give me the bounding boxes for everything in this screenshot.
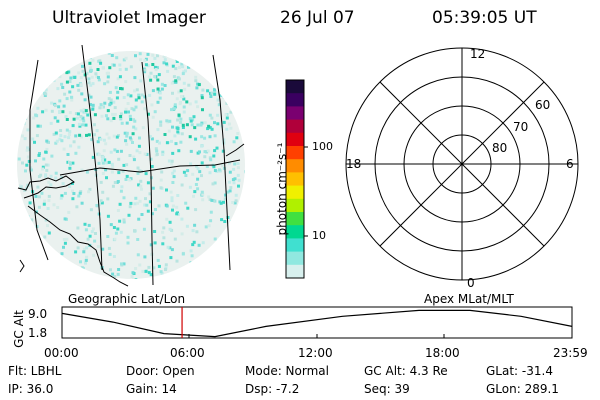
- timeline-xtick-0: 00:00: [44, 346, 79, 360]
- colorbar-segment: [286, 238, 304, 253]
- apex-caption: Apex MLat/MLT: [424, 292, 514, 306]
- timeline-xtick-6: 06:00: [170, 346, 205, 360]
- timeline-xtick-12: 12:00: [298, 346, 333, 360]
- colorbar-frame: [285, 79, 305, 279]
- colorbar-segment: [286, 185, 304, 200]
- meridian-line: [212, 54, 231, 271]
- info-ip: IP: 36.0: [8, 382, 54, 396]
- colorbar-segment: [286, 80, 304, 94]
- parallel-line: [59, 159, 241, 176]
- timeline-ytick-max: 9.0: [28, 307, 48, 321]
- info-mode: Mode: Normal: [245, 364, 329, 378]
- info-glon: GLon: 289.1: [486, 382, 559, 396]
- colorbar-segment: [286, 119, 304, 134]
- instrument-title: Ultraviolet Imager: [52, 8, 206, 28]
- geographic-grid: [29, 44, 241, 286]
- polar-lat-80: 80: [492, 141, 508, 155]
- info-flt: Flt: LBHL: [8, 364, 62, 378]
- info-dsp: Dsp: -7.2: [245, 382, 300, 396]
- colorbar-segment: [286, 212, 304, 226]
- polar-label-0: 0: [467, 276, 475, 290]
- geographic-caption: Geographic Lat/Lon: [68, 292, 186, 306]
- polar-label-18: 18: [346, 157, 362, 171]
- colorbar-segment: [286, 251, 304, 266]
- info-gcalt: GC Alt: 4.3 Re: [364, 364, 448, 378]
- timeline-frame: [61, 306, 573, 339]
- info-door: Door: Open: [126, 364, 195, 378]
- colorbar-tick-10: 10: [312, 229, 326, 242]
- info-seq: Seq: 39: [364, 382, 410, 396]
- polar-label-12: 12: [470, 47, 486, 61]
- timeline-xtick-end: 23:59: [553, 346, 588, 360]
- colorbar-tick-100: 100: [312, 140, 333, 153]
- colorbar-segment: [286, 159, 304, 173]
- polar-lat-60: 60: [535, 98, 551, 112]
- colorbar-segment: [286, 225, 304, 239]
- polar-diagonal: [379, 81, 545, 247]
- info-gain: Gain: 14: [126, 382, 177, 396]
- altitude-curve: [61, 309, 573, 338]
- colorbar-segment: [286, 93, 304, 107]
- timeline-ytick-min: 1.8: [28, 326, 48, 340]
- info-glat: GLat: -31.4: [486, 364, 553, 378]
- time-label: 05:39:05 UT: [432, 8, 537, 28]
- polar-lat-70: 70: [513, 120, 529, 134]
- polar-label-6: 6: [566, 157, 574, 171]
- colorbar-segment: [286, 172, 304, 187]
- colorbar-gradient: [286, 80, 304, 279]
- colorbar-segment: [286, 146, 304, 160]
- date-label: 26 Jul 07: [280, 8, 355, 28]
- timeline-xtick-18: 18:00: [425, 346, 460, 360]
- meridian-line: [141, 61, 154, 286]
- colorbar-segment: [286, 106, 304, 121]
- colorbar-segment: [286, 264, 304, 279]
- meridian-line: [81, 44, 103, 271]
- coastline: [17, 143, 245, 287]
- colorbar-segment: [286, 198, 304, 213]
- colorbar-segment: [286, 132, 304, 147]
- meridian-line: [29, 59, 49, 261]
